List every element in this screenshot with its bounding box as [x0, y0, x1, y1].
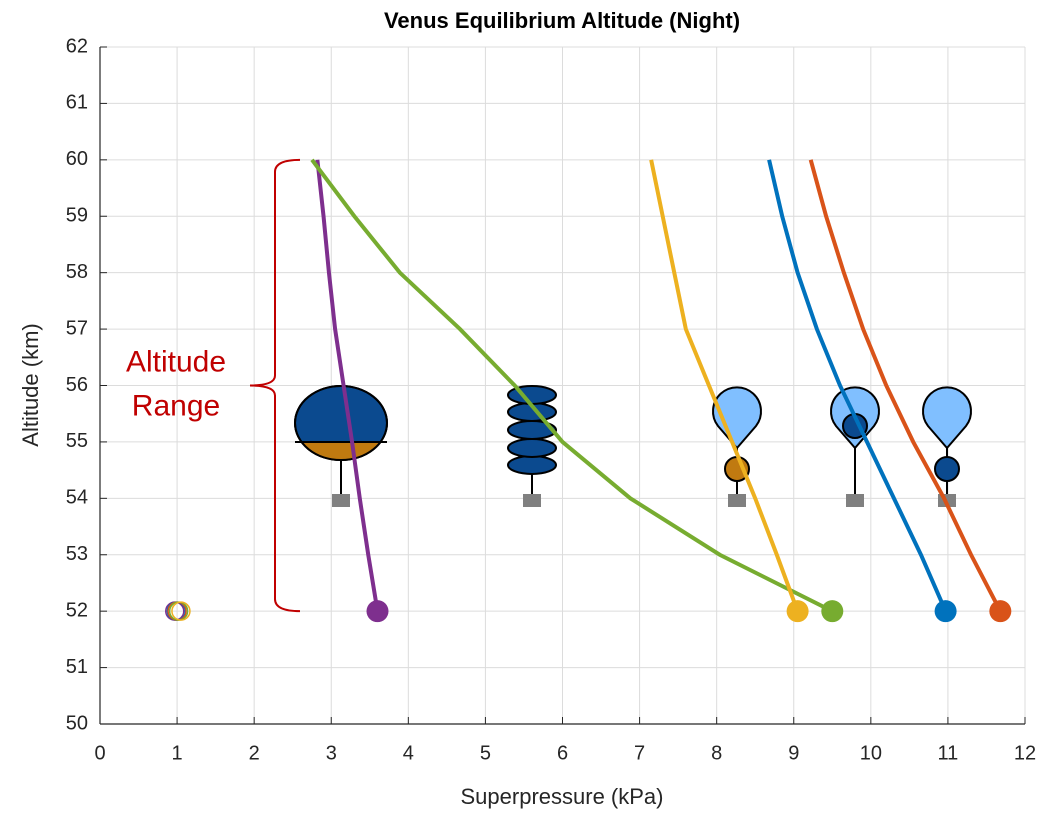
balloon	[507, 455, 557, 475]
payload	[523, 494, 541, 507]
end-marker	[821, 600, 844, 623]
end-marker	[934, 600, 957, 623]
balloon-icons	[294, 385, 972, 507]
x-tick-label: 0	[94, 742, 105, 764]
x-tick-label: 9	[788, 742, 799, 764]
x-tick-label: 4	[403, 742, 414, 764]
x-tick-label: 6	[557, 742, 568, 764]
y-tick-label: 56	[66, 374, 88, 396]
payload	[846, 494, 864, 507]
series-line	[649, 159, 800, 612]
y-tick-label: 51	[66, 656, 88, 678]
y-tick-label: 62	[66, 35, 88, 57]
balloon	[712, 386, 762, 450]
x-tick-label: 3	[326, 742, 337, 764]
balloon	[922, 386, 972, 450]
end-marker	[989, 600, 1012, 623]
x-tick-label: 2	[249, 742, 260, 764]
y-tick-label: 54	[66, 487, 88, 509]
y-tick-label: 58	[66, 261, 88, 283]
y-tick-label: 57	[66, 317, 88, 339]
annotation-text: Altitude	[126, 345, 226, 378]
x-tick-label: 8	[711, 742, 722, 764]
series-line	[767, 159, 948, 612]
payload	[332, 494, 350, 507]
end-marker	[786, 600, 809, 623]
x-tick-label: 1	[172, 742, 183, 764]
end-marker	[366, 600, 389, 623]
y-tick-label: 55	[66, 430, 88, 452]
balloon-outline	[294, 385, 388, 461]
y-axis-label: Altitude (km)	[18, 323, 43, 446]
y-tick-label: 50	[66, 712, 88, 734]
series-line	[310, 158, 834, 613]
x-tick-label: 10	[860, 742, 882, 764]
y-tick-label: 52	[66, 599, 88, 621]
balloon	[934, 456, 960, 482]
x-tick-label: 12	[1014, 742, 1036, 764]
annotation-brace	[249, 158, 301, 613]
series-line	[315, 159, 380, 612]
y-tick-label: 61	[66, 92, 88, 114]
payload	[728, 494, 746, 507]
x-axis-label: Superpressure (kPa)	[461, 784, 664, 809]
annotation-text: Range	[132, 389, 220, 422]
series-line	[808, 159, 1003, 613]
open-marker	[171, 601, 191, 621]
y-tick-label: 60	[66, 148, 88, 170]
x-tick-label: 7	[634, 742, 645, 764]
x-tick-label: 5	[480, 742, 491, 764]
chart-title: Venus Equilibrium Altitude (Night)	[384, 8, 740, 33]
balloon	[507, 438, 557, 458]
x-tick-label: 11	[938, 742, 959, 764]
y-tick-label: 53	[66, 543, 88, 565]
y-tick-label: 59	[66, 205, 88, 227]
